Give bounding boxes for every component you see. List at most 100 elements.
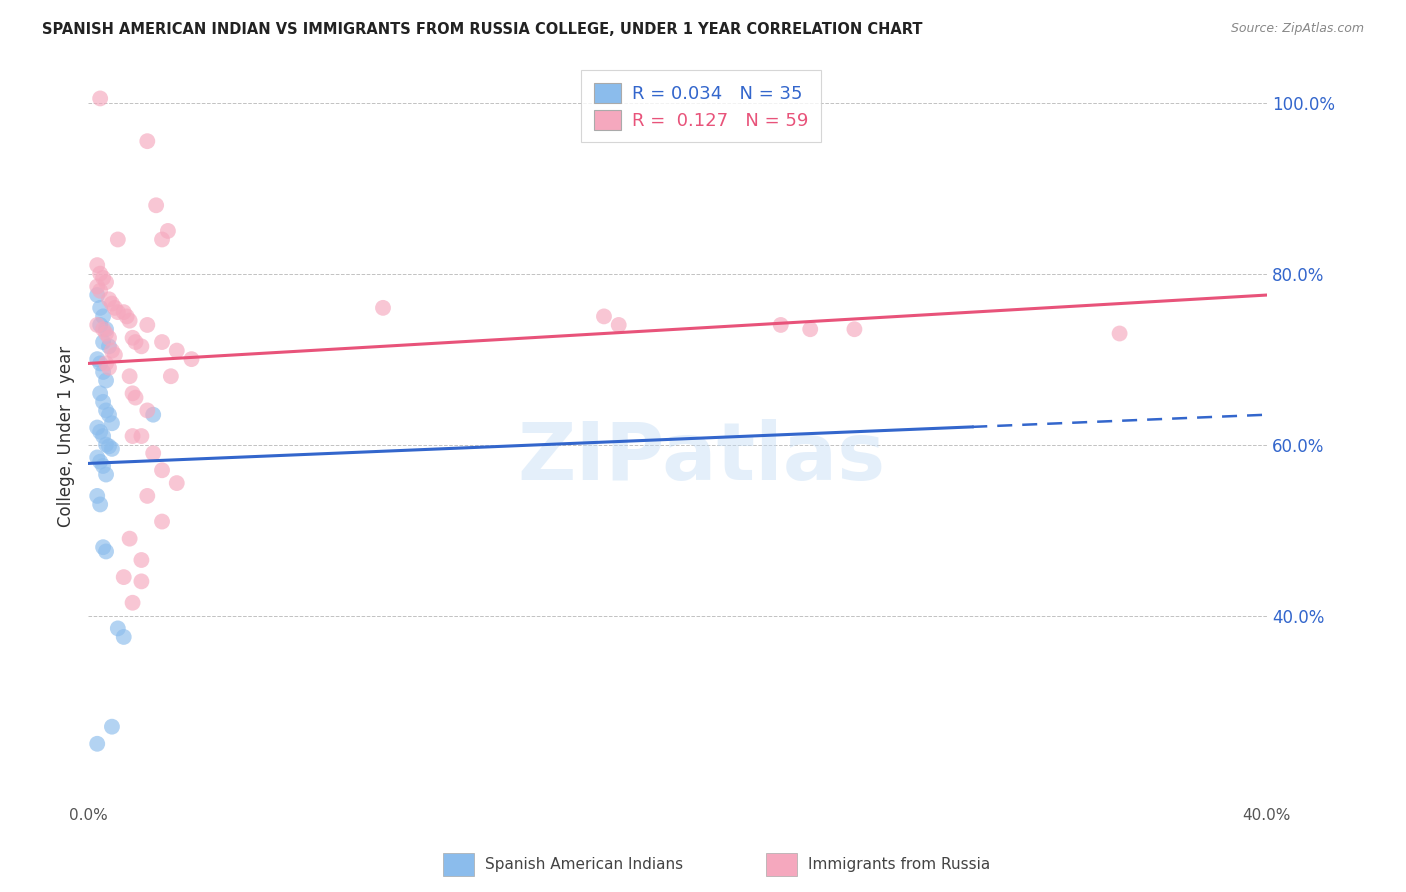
Point xyxy=(94,403,117,417)
Point xyxy=(131,574,153,589)
Point xyxy=(94,326,117,341)
Point xyxy=(91,310,114,324)
Text: SPANISH AMERICAN INDIAN VS IMMIGRANTS FROM RUSSIA COLLEGE, UNDER 1 YEAR CORRELAT: SPANISH AMERICAN INDIAN VS IMMIGRANTS FR… xyxy=(42,22,922,37)
Point xyxy=(89,318,111,332)
Point xyxy=(115,310,138,324)
Point xyxy=(89,498,111,512)
Point xyxy=(94,275,117,289)
Point xyxy=(136,489,159,503)
Point xyxy=(91,365,114,379)
Point xyxy=(94,374,117,388)
Legend: R = 0.034   N = 35, R =  0.127   N = 59: R = 0.034 N = 35, R = 0.127 N = 59 xyxy=(582,70,821,143)
Point xyxy=(89,91,111,105)
Point xyxy=(1108,326,1130,341)
Point xyxy=(91,271,114,285)
Point xyxy=(98,293,121,307)
Point xyxy=(89,356,111,370)
Point xyxy=(121,386,143,401)
Point xyxy=(166,476,188,491)
Point xyxy=(94,322,117,336)
Point xyxy=(89,455,111,469)
Point xyxy=(844,322,866,336)
Point xyxy=(101,416,124,430)
Point xyxy=(166,343,188,358)
Point xyxy=(91,458,114,473)
Point xyxy=(86,737,108,751)
Text: Immigrants from Russia: Immigrants from Russia xyxy=(808,857,991,871)
Point xyxy=(86,489,108,503)
Point xyxy=(150,515,173,529)
Point xyxy=(86,318,108,332)
Point xyxy=(98,408,121,422)
Point xyxy=(98,339,121,353)
Point xyxy=(124,391,146,405)
Point xyxy=(86,258,108,272)
Point xyxy=(142,408,165,422)
Point xyxy=(121,596,143,610)
Point xyxy=(769,318,792,332)
Point xyxy=(107,232,129,246)
Point xyxy=(150,334,173,349)
Point xyxy=(101,296,124,310)
Point xyxy=(156,224,179,238)
Point xyxy=(101,442,124,456)
Point xyxy=(112,305,135,319)
Point xyxy=(799,322,821,336)
Point xyxy=(121,331,143,345)
Point xyxy=(89,425,111,439)
Point xyxy=(94,544,117,558)
Point xyxy=(104,301,127,315)
Point xyxy=(118,369,141,384)
Point xyxy=(89,284,111,298)
Point xyxy=(98,360,121,375)
Point xyxy=(107,621,129,635)
Text: Spanish American Indians: Spanish American Indians xyxy=(485,857,683,871)
Point xyxy=(136,134,159,148)
Point xyxy=(112,630,135,644)
Point xyxy=(91,395,114,409)
Point xyxy=(86,450,108,465)
Point xyxy=(91,540,114,554)
Point xyxy=(104,348,127,362)
Point xyxy=(89,267,111,281)
Point xyxy=(91,334,114,349)
Point xyxy=(112,570,135,584)
Point xyxy=(121,429,143,443)
Point xyxy=(118,532,141,546)
Point xyxy=(86,279,108,293)
Point xyxy=(86,352,108,367)
Point xyxy=(150,232,173,246)
Point xyxy=(94,467,117,482)
Point xyxy=(118,314,141,328)
Point xyxy=(136,318,159,332)
Point xyxy=(94,437,117,451)
Point xyxy=(145,198,167,212)
Point xyxy=(131,339,153,353)
Point xyxy=(371,301,394,315)
Text: Source: ZipAtlas.com: Source: ZipAtlas.com xyxy=(1230,22,1364,36)
Point xyxy=(131,553,153,567)
Point xyxy=(101,343,124,358)
Point xyxy=(98,439,121,453)
Point xyxy=(150,463,173,477)
Point xyxy=(89,386,111,401)
Point xyxy=(131,429,153,443)
Point xyxy=(107,305,129,319)
Point xyxy=(142,446,165,460)
Point xyxy=(89,301,111,315)
Y-axis label: College, Under 1 year: College, Under 1 year xyxy=(58,345,75,526)
Point xyxy=(86,420,108,434)
Point xyxy=(180,352,202,367)
Point xyxy=(101,720,124,734)
Point xyxy=(593,310,616,324)
Point xyxy=(91,429,114,443)
Point xyxy=(94,356,117,370)
Point xyxy=(160,369,183,384)
Point xyxy=(607,318,630,332)
Point xyxy=(91,322,114,336)
Point xyxy=(124,334,146,349)
Point xyxy=(136,403,159,417)
Point xyxy=(86,288,108,302)
Point xyxy=(98,331,121,345)
Text: ZIPatlas: ZIPatlas xyxy=(517,419,886,497)
